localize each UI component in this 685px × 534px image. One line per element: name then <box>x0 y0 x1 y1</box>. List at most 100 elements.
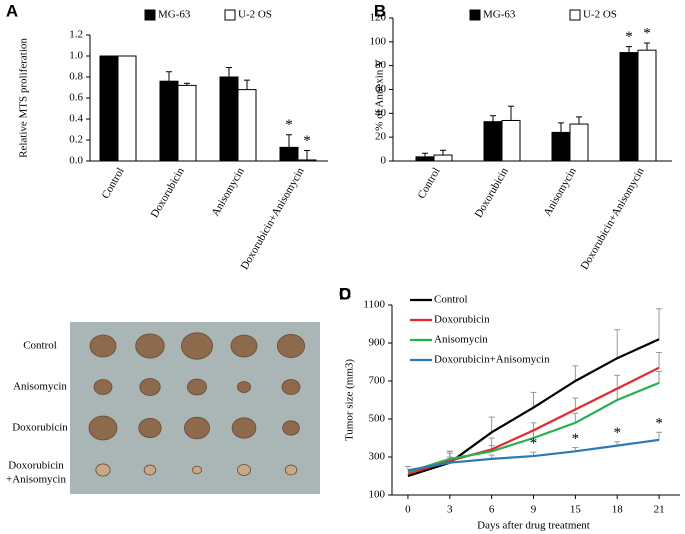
tumor-photo <box>70 322 320 494</box>
bar <box>279 146 299 162</box>
legend-label: Control <box>434 294 468 306</box>
tumor <box>186 378 207 396</box>
tumor <box>230 334 258 358</box>
y-tick-label: 1.0 <box>69 50 83 62</box>
x-tick-label: Control <box>416 166 443 201</box>
line <box>407 381 660 474</box>
x-tick-label: Doxorubicin+Anisomycin <box>579 165 647 272</box>
tumor <box>236 381 251 393</box>
panel-label: C <box>339 284 351 303</box>
y-tick-label: 20 <box>375 131 387 143</box>
bar <box>237 89 257 162</box>
x-tick-label: 18 <box>612 504 624 516</box>
tumor <box>282 420 300 436</box>
significance-mark: * <box>625 29 633 45</box>
y-tick-label: 0 <box>381 155 387 167</box>
y-tick-label: 0.4 <box>69 113 83 125</box>
x-axis-label: Days after drug treatment <box>477 520 590 532</box>
x-tick-label: 15 <box>570 504 582 516</box>
x-tick-label: 6 <box>489 504 495 516</box>
line <box>407 366 660 476</box>
y-tick-label: 900 <box>369 337 386 349</box>
x-tick-label: 9 <box>531 504 537 516</box>
y-axis-label: Tumor size (mm3) <box>344 359 356 441</box>
bar <box>415 156 435 162</box>
legend-swatch <box>224 9 236 21</box>
y-tick-label: 0.6 <box>69 92 83 104</box>
tumor <box>192 465 202 475</box>
significance-mark: * <box>655 416 663 432</box>
y-tick-label: 100 <box>370 35 387 47</box>
line <box>407 438 660 472</box>
x-tick-label: Doxorubicin <box>149 165 187 220</box>
y-tick-label: 300 <box>369 451 386 463</box>
tumor <box>183 416 210 440</box>
y-axis-label: Relative MTS proliferation <box>18 38 30 158</box>
row-label: Doxorubicin <box>8 460 64 472</box>
bar <box>637 49 657 162</box>
bar <box>501 119 521 162</box>
legend-label: Doxorubicin <box>434 314 490 326</box>
tumor <box>231 417 257 439</box>
bar <box>483 121 503 162</box>
significance-mark: * <box>530 436 538 452</box>
y-tick-label: 0.0 <box>69 155 83 167</box>
tumor <box>276 334 306 358</box>
bar <box>99 55 119 162</box>
x-tick-label: Doxorubicin <box>473 165 511 220</box>
y-tick-label: 1.2 <box>69 29 83 41</box>
legend-swatch <box>469 9 481 21</box>
x-tick-label: Anisomycin <box>210 165 248 218</box>
legend-label: U-2 OS <box>238 9 272 21</box>
y-tick-label: 0.2 <box>69 134 83 146</box>
tumor <box>284 464 298 476</box>
significance-mark: * <box>613 425 621 441</box>
tumor <box>138 417 162 438</box>
panel-label: A <box>6 1 18 20</box>
row-label: Doxorubicin <box>12 422 68 434</box>
bar <box>177 84 197 162</box>
y-tick-label: 700 <box>369 375 386 387</box>
y-axis-label: % of Annexin V <box>374 59 386 131</box>
tumor <box>88 415 118 441</box>
tumor <box>139 378 161 396</box>
x-tick-label: 21 <box>654 504 665 516</box>
row-label: Control <box>23 340 57 352</box>
legend-label: U-2 OS <box>583 9 617 21</box>
bar <box>569 123 589 162</box>
y-tick-label: 0.8 <box>69 71 83 83</box>
y-tick-label: 100 <box>369 489 386 501</box>
x-tick-label: Doxorubicin+Anisomycin <box>239 165 307 272</box>
y-tick-label: 1100 <box>363 299 385 311</box>
tumor <box>135 333 165 359</box>
significance-mark: * <box>643 25 651 41</box>
legend-label: MG-63 <box>483 9 516 21</box>
bar <box>551 131 571 162</box>
tumor <box>95 463 111 477</box>
tumor <box>180 332 213 360</box>
tumor <box>93 379 113 395</box>
significance-mark: * <box>285 117 293 133</box>
row-label: +Anisomycin <box>6 474 66 486</box>
bar <box>219 76 239 162</box>
significance-mark: * <box>572 431 580 447</box>
significance-mark: * <box>303 133 311 149</box>
y-tick-label: 120 <box>370 12 387 24</box>
legend-label: MG-63 <box>158 9 191 21</box>
x-tick-label: Control <box>100 166 127 201</box>
legend-swatch <box>569 9 581 21</box>
legend-label: Doxorubicin+Anisomycin <box>434 354 550 366</box>
tumor <box>281 379 301 395</box>
tumor <box>89 334 117 358</box>
y-tick-label: 60 <box>375 83 387 95</box>
row-label: Anisomycin <box>13 381 67 393</box>
x-tick-label: Anisomycin <box>542 165 580 218</box>
panel-label: D <box>339 284 351 303</box>
tumor <box>143 464 157 476</box>
bar <box>117 55 137 162</box>
bar <box>433 154 453 162</box>
x-tick-label: 3 <box>447 504 453 516</box>
panel-label: B <box>374 1 386 20</box>
y-tick-label: 80 <box>375 59 387 71</box>
